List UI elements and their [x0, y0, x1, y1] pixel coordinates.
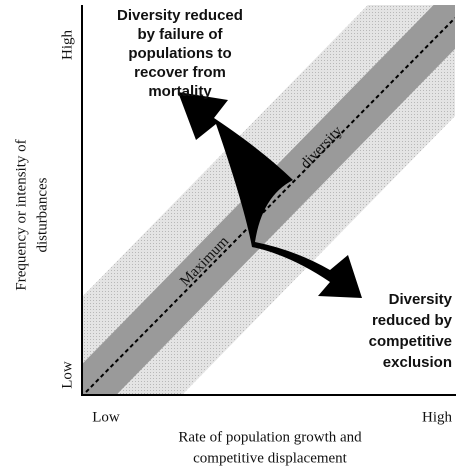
note-line: competitive	[369, 333, 452, 350]
x-high: High	[422, 409, 453, 425]
lower-note: Diversity reduced by competitive exclusion	[369, 291, 453, 371]
y-low: Low	[59, 361, 75, 389]
note-line: exclusion	[383, 354, 452, 371]
bands	[83, 5, 455, 395]
note-line: reduced by	[372, 312, 453, 329]
note-line: populations to	[128, 45, 231, 62]
note-line: by failure of	[137, 26, 223, 43]
upper-note: Diversity reduced by failure of population…	[117, 7, 243, 100]
x-label: Rate of population growth and	[178, 429, 362, 445]
x-low: Low	[92, 409, 120, 425]
x-label: competitive displacement	[193, 450, 348, 466]
y-high: High	[59, 30, 75, 61]
dashed-line	[85, 17, 455, 393]
y-label: disturbances	[34, 177, 50, 252]
double-arrow	[178, 92, 362, 298]
note-line: Diversity	[389, 291, 453, 308]
note-line: mortality	[148, 83, 212, 100]
note-line: recover from	[134, 64, 226, 81]
y-label: Frequency or intensity of	[13, 139, 29, 290]
note-line: Diversity reduced	[117, 7, 243, 24]
